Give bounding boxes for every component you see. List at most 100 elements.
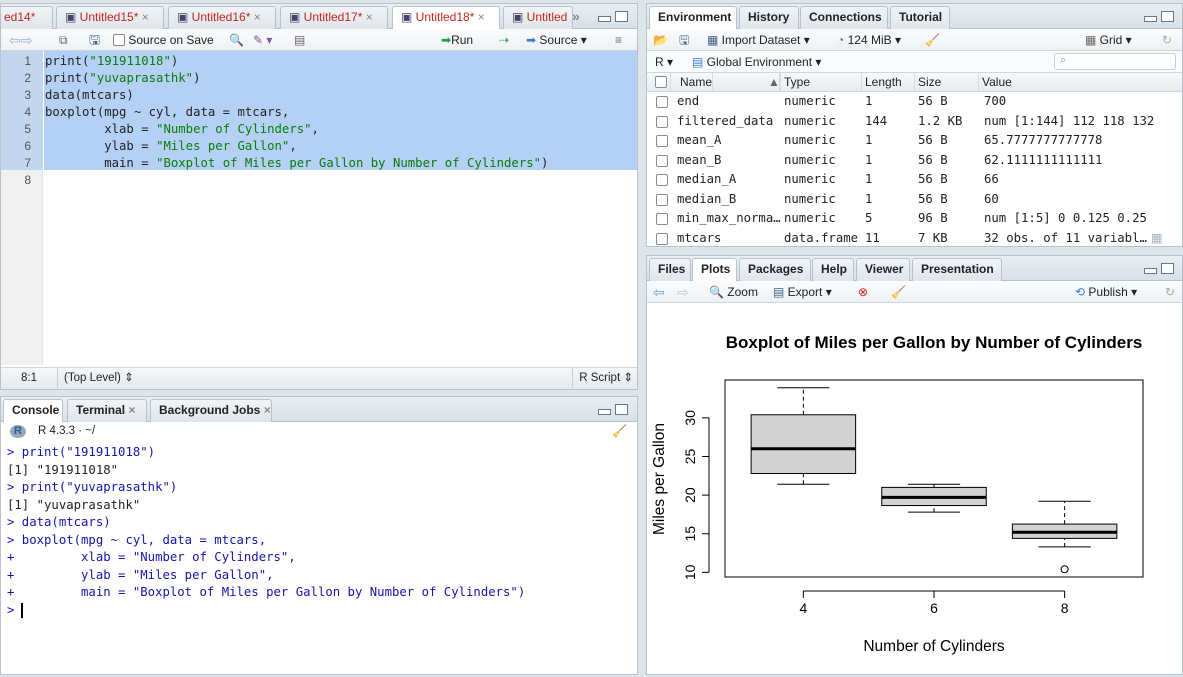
row-checkbox[interactable] — [656, 96, 668, 108]
column-size[interactable]: Size — [914, 73, 979, 92]
more-tabs-icon[interactable]: » — [572, 8, 580, 24]
refresh-plot-icon[interactable]: ↻ — [1165, 285, 1176, 299]
tab-history[interactable]: History — [739, 6, 799, 29]
cell-size: 1.2 KB — [918, 113, 963, 128]
source-button[interactable]: ➡ Source ▾ — [526, 33, 587, 47]
tab-tutorial[interactable]: Tutorial — [890, 6, 950, 29]
code-line: print("191911018") — [45, 53, 178, 70]
publish-button[interactable]: ⟲ Publish ▾ — [1075, 285, 1138, 299]
cell-size: 7 KB — [918, 230, 948, 245]
row-checkbox[interactable] — [656, 174, 668, 186]
clear-objects-icon[interactable]: 🧹 — [925, 33, 940, 47]
console-output-line: [1] "191911018" — [7, 462, 119, 477]
editor-tab-17[interactable]: ▣ Untitled17* × — [280, 6, 388, 29]
tab-packages[interactable]: Packages — [739, 258, 811, 281]
next-plot-icon[interactable]: ⇨ — [677, 284, 689, 300]
tab-connections[interactable]: Connections — [800, 6, 888, 29]
row-checkbox[interactable] — [656, 213, 668, 225]
row-checkbox[interactable] — [656, 232, 668, 245]
outline-icon[interactable]: ≡ — [615, 33, 623, 47]
filetype-selector[interactable]: R Script ⇕ — [572, 368, 633, 388]
environment-row[interactable]: median_A numeric 1 56 B 66 — [647, 170, 1182, 190]
console-output[interactable]: > print("191911018") [1] "191911018" > pri… — [1, 442, 637, 674]
save-workspace-icon[interactable]: 🖫 — [679, 33, 690, 47]
row-checkbox[interactable] — [656, 154, 668, 167]
y-axis-label: Miles per Gallon — [651, 423, 668, 535]
clear-console-icon[interactable]: 🧹 — [612, 424, 627, 438]
zoom-button[interactable]: 🔍 Zoom — [709, 285, 758, 299]
maximize-icon[interactable] — [615, 404, 628, 415]
tab-viewer[interactable]: Viewer — [856, 258, 910, 281]
environment-row[interactable]: end numeric 1 56 B 700 — [647, 92, 1182, 112]
environment-row[interactable]: filtered_data numeric 144 1.2 KB num [1:144]… — [647, 112, 1182, 132]
editor-tab-15[interactable]: ▣ Untitled15* × — [56, 6, 164, 29]
grid-view-button[interactable]: ▦ Grid ▾ — [1085, 33, 1132, 47]
import-dataset-button[interactable]: ▦ Import Dataset ▾ — [707, 33, 810, 47]
console-input-line: + ylab = "Miles per Gallon", — [7, 567, 274, 582]
clear-plots-icon[interactable]: 🧹 — [891, 285, 906, 299]
find-icon[interactable]: 🔍 — [229, 33, 244, 47]
show-in-window-icon[interactable]: ⧉ — [59, 33, 68, 47]
environment-search[interactable]: ⌕ — [1054, 53, 1176, 70]
environment-row[interactable]: mean_B numeric 1 56 B 62.1111111111111 — [647, 151, 1182, 171]
tab-presentation[interactable]: Presentation — [912, 258, 1002, 281]
scope-selector[interactable]: (Top Level) ⇕ — [57, 368, 134, 388]
rerun-icon[interactable]: ⇢ — [499, 33, 510, 47]
editor-tab-18[interactable]: ▣ Untitled18* × — [392, 6, 500, 30]
tab-plots[interactable]: Plots — [692, 258, 737, 282]
source-on-save-checkbox[interactable]: Source on Save — [113, 32, 214, 48]
environment-row[interactable]: median_B numeric 1 56 B 60 — [647, 190, 1182, 210]
view-data-icon[interactable]: ▦ — [1151, 230, 1163, 245]
run-button[interactable]: ➡Run — [441, 33, 474, 47]
environment-row[interactable]: mtcars data.frame 11 7 KB 32 obs. of 11 vari… — [647, 229, 1182, 247]
environment-row[interactable]: mean_A numeric 1 56 B 65.7777777777778 — [647, 131, 1182, 151]
tab-environment[interactable]: Environment — [649, 6, 737, 30]
previous-plot-icon[interactable]: ⇦ — [653, 284, 665, 300]
remove-plot-icon[interactable]: ⊗ — [858, 285, 869, 299]
back-arrow-icon[interactable]: ⇦⇨ — [9, 32, 33, 48]
run-arrow-icon: ➡ — [441, 33, 452, 47]
minimize-icon[interactable] — [1144, 268, 1157, 274]
save-icon[interactable]: 🖫 — [89, 32, 101, 47]
minimize-icon[interactable] — [1144, 16, 1157, 22]
row-checkbox[interactable] — [656, 115, 668, 128]
code-tools-icon[interactable]: ✎ ▾ — [253, 33, 273, 47]
column-type[interactable]: Type — [780, 73, 862, 92]
code-text: boxplot(mpg ~ cyl, data = mtcars, — [45, 105, 290, 119]
editor-tab-14[interactable]: ed14* — [1, 6, 53, 29]
tab-console[interactable]: Console — [3, 399, 63, 423]
maximize-icon[interactable] — [1161, 263, 1174, 274]
load-workspace-icon[interactable]: 📂 — [653, 33, 668, 47]
tab-files[interactable]: Files — [649, 258, 691, 281]
console-cursor — [21, 602, 23, 618]
minimize-icon[interactable] — [598, 409, 611, 415]
compile-report-icon[interactable]: ▤ — [294, 33, 306, 47]
minimize-icon[interactable] — [598, 16, 611, 22]
tab-background-jobs[interactable]: Background Jobs × — [150, 399, 272, 422]
column-value[interactable]: Value — [982, 75, 1012, 89]
search-input[interactable] — [1073, 55, 1171, 68]
refresh-icon[interactable]: ↻ — [1162, 33, 1173, 47]
select-all-checkbox[interactable] — [647, 73, 671, 92]
console-input-line: > — [7, 602, 22, 617]
tab-terminal[interactable]: Terminal × — [67, 399, 147, 422]
environment-window-buttons — [1140, 11, 1180, 25]
maximize-icon[interactable] — [615, 11, 628, 22]
code-area[interactable]: 1 print("191911018") 2 print("yuvaprasathk"… — [1, 51, 637, 365]
editor-toolbar: ⇦⇨ ⧉ 🖫 Source on Save 🔍 ✎ ▾ ▤ ➡Run ⇢ ➡ S… — [1, 29, 637, 51]
environment-row[interactable]: min_max_norma… numeric 5 96 B num [1:5] 0 0.… — [647, 209, 1182, 229]
scope-selector[interactable]: ▤ Global Environment ▾ — [692, 55, 822, 69]
column-length[interactable]: Length — [861, 73, 915, 92]
row-checkbox[interactable] — [656, 193, 668, 206]
column-name[interactable]: Name ▲ — [672, 73, 781, 92]
export-button[interactable]: ▤ Export ▾ — [773, 285, 832, 299]
cell-length: 144 — [865, 113, 888, 128]
memory-usage-button[interactable]: ◔ 124 MiB ▾ — [837, 33, 901, 47]
y-tick-label: 15 — [682, 526, 698, 542]
tab-help[interactable]: Help — [812, 258, 854, 281]
row-checkbox[interactable] — [656, 135, 668, 147]
language-selector[interactable]: R ▾ — [655, 55, 674, 69]
maximize-icon[interactable] — [1161, 11, 1174, 22]
editor-tab-16[interactable]: ▣ Untitled16* × — [168, 6, 276, 29]
editor-tab-19[interactable]: ▣ Untitled — [503, 6, 573, 29]
